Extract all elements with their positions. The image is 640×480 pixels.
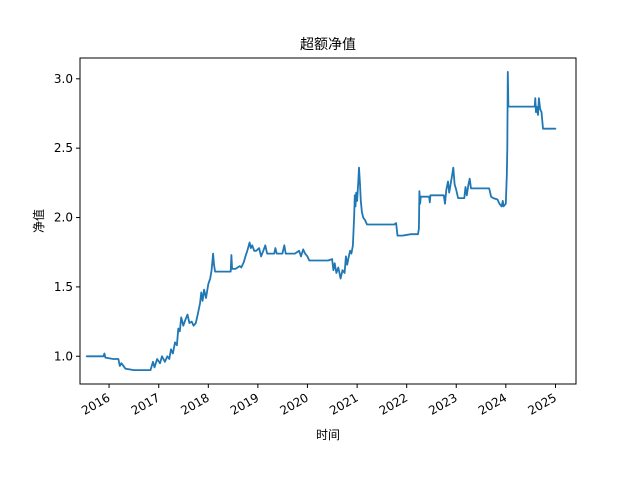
x-axis-title: 时间	[316, 428, 340, 442]
plot-area	[79, 57, 577, 385]
plot-background	[80, 58, 576, 384]
y-axis: 1.0 1.5 2.0 2.5 3.0	[54, 72, 80, 363]
plot-frame	[79, 57, 577, 385]
y-tick-label: 1.5	[54, 280, 73, 294]
y-axis-title: 净值	[31, 209, 46, 233]
series-line	[85, 71, 557, 372]
y-tick-label: 2.0	[54, 211, 73, 225]
chart-title: 超额净值	[300, 37, 356, 53]
y-tick-label: 3.0	[54, 72, 73, 86]
y-tick-label: 1.0	[54, 349, 73, 363]
y-tick-label: 2.5	[54, 141, 73, 155]
